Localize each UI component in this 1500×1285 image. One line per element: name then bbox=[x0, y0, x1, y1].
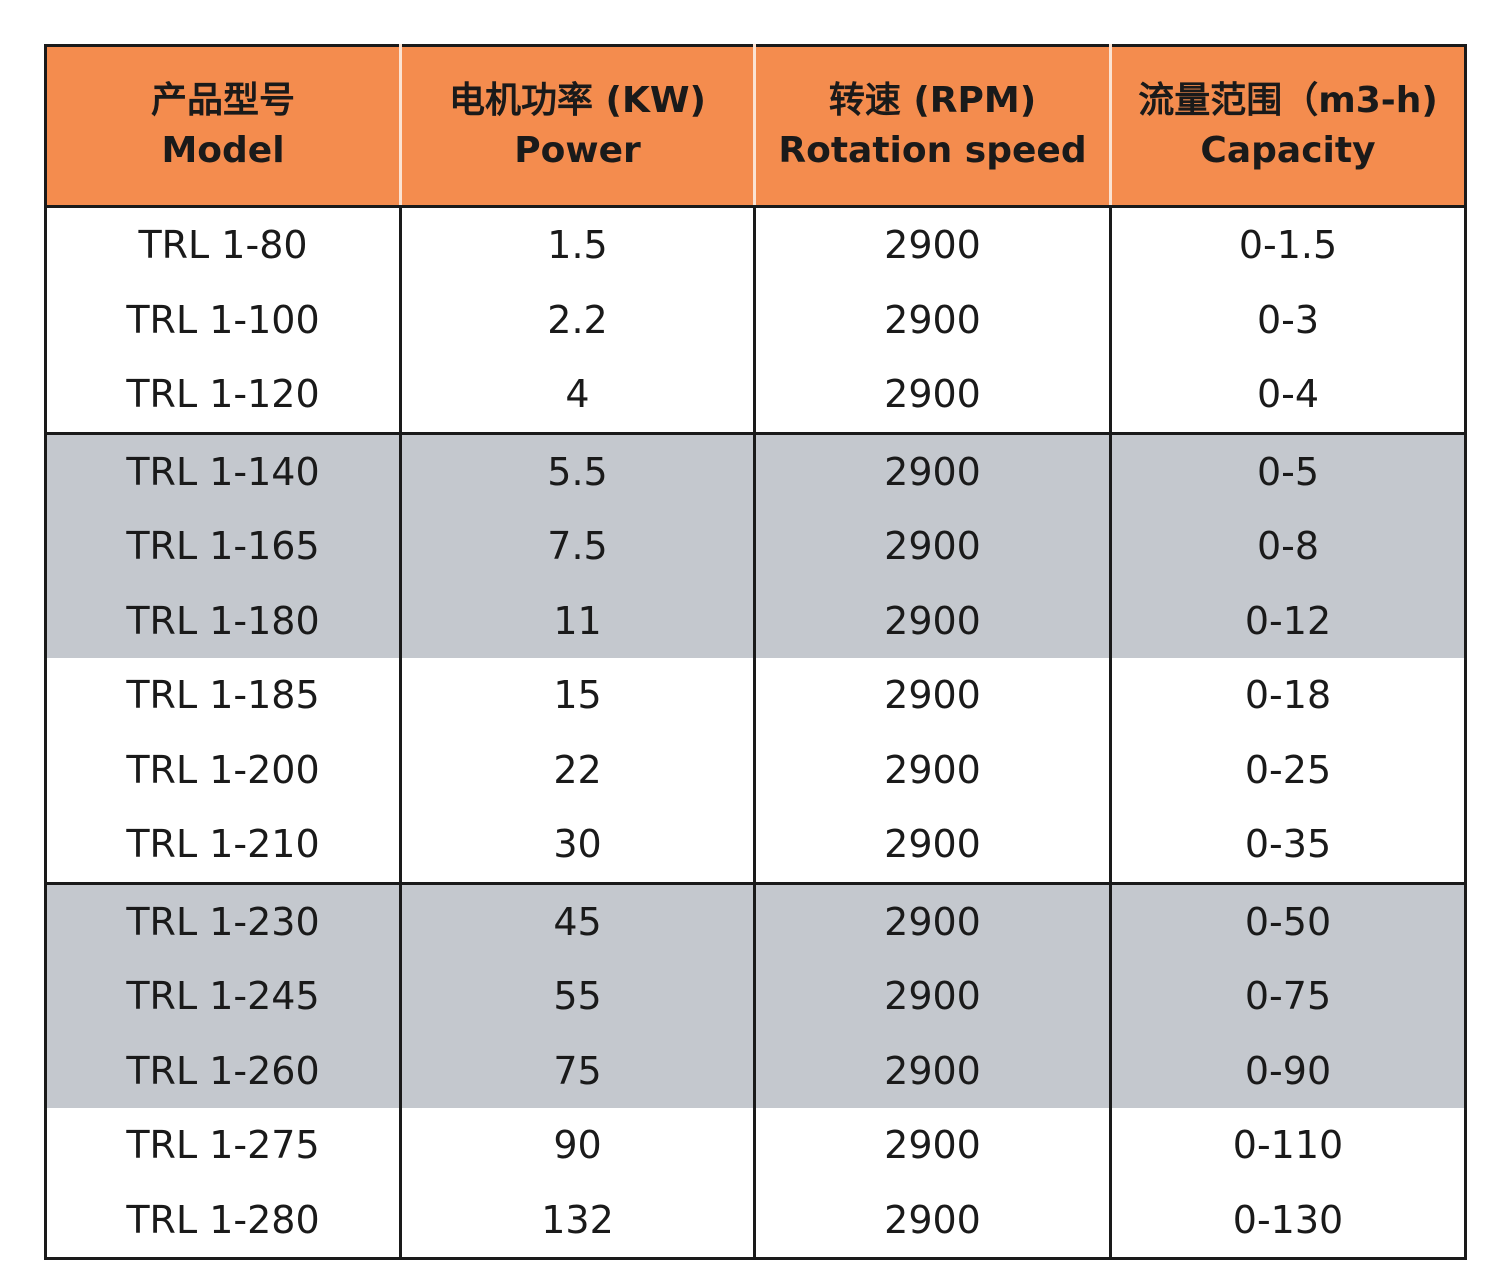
cell-capacity: 0-75 bbox=[1109, 959, 1466, 1034]
header-speed-cn: 转速 (RPM) bbox=[828, 80, 1037, 121]
table-row: TRL 1-275 90 2900 0-110 bbox=[46, 1108, 1466, 1183]
cell-power: 5.5 bbox=[399, 431, 755, 509]
cell-model: TRL 1-280 bbox=[126, 1197, 320, 1242]
table-row: TRL 1-185 15 2900 0-18 bbox=[46, 658, 1466, 733]
cell-model: TRL 1-140 bbox=[45, 431, 401, 509]
cell-capacity: 0-5 bbox=[1109, 431, 1466, 509]
cell-capacity: 0-35 bbox=[1109, 807, 1466, 883]
cell-model: TRL 1-245 bbox=[45, 959, 401, 1034]
cell-speed: 2900 bbox=[753, 658, 1111, 733]
header-capacity-cn: 流量范围（m3-h) bbox=[1138, 80, 1438, 121]
cell-power: 90 bbox=[399, 1108, 755, 1183]
cell-capacity: 0-110 bbox=[1109, 1108, 1466, 1183]
cell-model: TRL 1-180 bbox=[45, 583, 401, 658]
cell-capacity: 0-12 bbox=[1109, 583, 1466, 658]
cell-model: TRL 1-230 bbox=[45, 881, 401, 959]
cell-capacity: 0-50 bbox=[1109, 881, 1466, 959]
cell-model: TRL 1-275 bbox=[126, 1123, 320, 1168]
header-capacity: 流量范围（m3-h) Capacity bbox=[1109, 45, 1466, 208]
cell-capacity: 0-18 bbox=[1109, 658, 1466, 733]
table-row: TRL 1-140 5.5 2900 0-5 bbox=[45, 431, 1466, 509]
cell-power: 55 bbox=[399, 959, 755, 1034]
cell-power: 2.2 bbox=[399, 282, 755, 357]
table-row: TRL 1-245 55 2900 0-75 bbox=[45, 959, 1466, 1034]
table-row: TRL 1-100 2.2 2900 0-3 bbox=[46, 282, 1466, 357]
cell-speed: 2900 bbox=[753, 583, 1111, 658]
cell-capacity: 0-8 bbox=[1109, 509, 1466, 584]
cell-speed: 2900 bbox=[753, 206, 1111, 283]
cell-power: 132 bbox=[399, 1182, 755, 1259]
cell-model: TRL 1-185 bbox=[126, 673, 320, 718]
cell-power: 1.5 bbox=[399, 206, 755, 283]
cell-speed: 2900 bbox=[753, 1033, 1111, 1108]
header-model: 产品型号 Model bbox=[45, 45, 401, 208]
cell-model: TRL 1-200 bbox=[126, 747, 320, 792]
cell-model: TRL 1-260 bbox=[45, 1033, 401, 1108]
cell-power: 22 bbox=[399, 732, 755, 807]
header-capacity-en: Capacity bbox=[1200, 130, 1376, 171]
cell-model: TRL 1-120 bbox=[126, 372, 320, 417]
header-power-cn: 电机功率 (KW) bbox=[448, 80, 707, 121]
cell-power: 7.5 bbox=[399, 509, 755, 584]
cell-speed: 2900 bbox=[753, 732, 1111, 807]
cell-power: 45 bbox=[399, 881, 755, 959]
cell-model: TRL 1-100 bbox=[126, 297, 320, 342]
cell-model: TRL 1-210 bbox=[126, 822, 320, 867]
table-row: TRL 1-200 22 2900 0-25 bbox=[46, 732, 1466, 807]
header-power-en: Power bbox=[514, 130, 641, 171]
header-speed: 转速 (RPM) Rotation speed bbox=[753, 45, 1111, 208]
table-row: TRL 1-120 4 2900 0-4 bbox=[46, 357, 1466, 433]
table-row: TRL 1-210 30 2900 0-35 bbox=[46, 807, 1466, 883]
header-row: 产品型号 Model 电机功率 (KW) Power 转速 (RPM) Rota… bbox=[45, 45, 1466, 208]
table-row: TRL 1-280 132 2900 0-130 bbox=[46, 1182, 1466, 1259]
table-header: 产品型号 Model 电机功率 (KW) Power 转速 (RPM) Rota… bbox=[45, 45, 1466, 208]
header-speed-en: Rotation speed bbox=[778, 130, 1087, 171]
cell-capacity: 0-130 bbox=[1109, 1182, 1466, 1259]
cell-speed: 2900 bbox=[753, 807, 1111, 883]
cell-power: 11 bbox=[399, 583, 755, 658]
cell-speed: 2900 bbox=[753, 1182, 1111, 1259]
header-model-en: Model bbox=[161, 130, 285, 171]
cell-speed: 2900 bbox=[753, 357, 1111, 433]
cell-capacity: 0-1.5 bbox=[1109, 206, 1466, 283]
cell-capacity: 0-90 bbox=[1109, 1033, 1466, 1108]
cell-model: TRL 1-165 bbox=[45, 509, 401, 584]
cell-speed: 2900 bbox=[753, 1108, 1111, 1183]
cell-power: 15 bbox=[399, 658, 755, 733]
cell-capacity: 0-4 bbox=[1109, 357, 1466, 433]
cell-speed: 2900 bbox=[753, 282, 1111, 357]
cell-capacity: 0-25 bbox=[1109, 732, 1466, 807]
cell-speed: 2900 bbox=[753, 959, 1111, 1034]
table-body: TRL 1-80 1.5 2900 0-1.5 TRL 1-100 2.2 29… bbox=[45, 206, 1466, 1259]
table-row: TRL 1-80 1.5 2900 0-1.5 bbox=[46, 206, 1466, 283]
table-row: TRL 1-230 45 2900 0-50 bbox=[45, 881, 1466, 959]
cell-power: 4 bbox=[399, 357, 755, 433]
cell-speed: 2900 bbox=[753, 881, 1111, 959]
cell-speed: 2900 bbox=[753, 431, 1111, 509]
cell-power: 75 bbox=[399, 1033, 755, 1108]
spec-table: 产品型号 Model 电机功率 (KW) Power 转速 (RPM) Rota… bbox=[44, 44, 1467, 1260]
cell-power: 30 bbox=[399, 807, 755, 883]
header-power: 电机功率 (KW) Power bbox=[399, 45, 755, 208]
header-model-cn: 产品型号 bbox=[150, 80, 295, 121]
table-row: TRL 1-165 7.5 2900 0-8 bbox=[45, 509, 1466, 584]
table-row: TRL 1-260 75 2900 0-90 bbox=[45, 1033, 1466, 1108]
cell-capacity: 0-3 bbox=[1109, 282, 1466, 357]
cell-speed: 2900 bbox=[753, 509, 1111, 584]
cell-model: TRL 1-80 bbox=[138, 223, 308, 268]
table-row: TRL 1-180 11 2900 0-12 bbox=[45, 583, 1466, 658]
